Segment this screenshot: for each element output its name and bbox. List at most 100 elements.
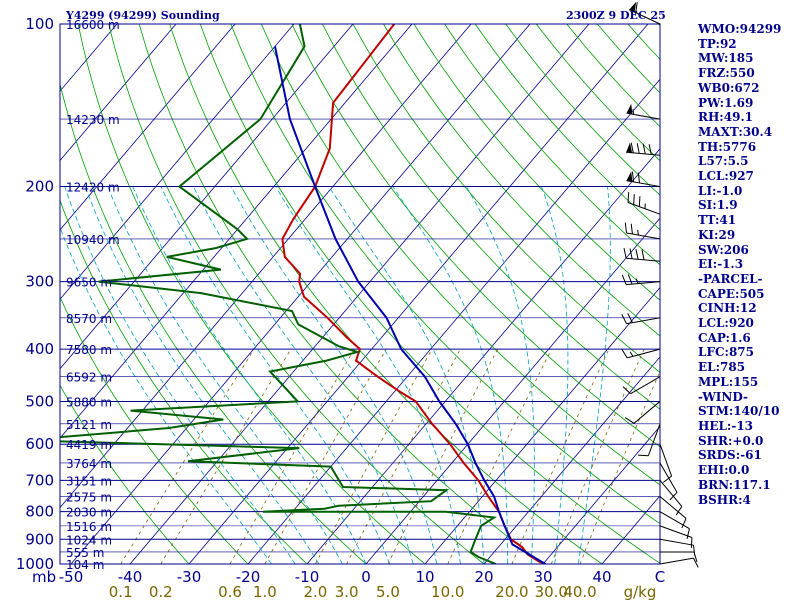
wind-barb-feather [635, 248, 639, 260]
mixing-ratio-tick-label: 20.0 [495, 583, 528, 600]
wind-barb [624, 222, 661, 240]
index-line: CAP:1.6 [698, 330, 751, 345]
wind-barb-feather [627, 192, 630, 203]
wind-barb [659, 511, 690, 539]
height-label: 2575 m [66, 491, 112, 505]
temperature-tick-label: 20 [474, 568, 493, 586]
mixing-ratio-line [511, 348, 610, 564]
mixing-ratio-tick-label: 2.0 [303, 583, 327, 600]
height-label: 3764 m [66, 457, 112, 471]
chart-timestamp: 2300Z 9 DEC 25 [566, 9, 666, 22]
wind-barb-feather [636, 143, 640, 154]
index-line: TH:5776 [698, 139, 757, 154]
height-label: 12420 m [66, 181, 120, 195]
moist-adiabat [328, 186, 485, 564]
moist-adiabat [465, 186, 535, 564]
wind-barb-feather [630, 223, 633, 235]
wind-barb-feather [630, 142, 634, 154]
wind-barb-staff [627, 202, 661, 215]
wind-barb-staff [659, 525, 693, 538]
height-label: 1024 m [66, 533, 112, 547]
moist-adiabat [64, 186, 296, 564]
wind-barb-feather [635, 2, 638, 13]
index-line: KI:29 [698, 227, 736, 242]
index-line: LCL:920 [698, 316, 754, 331]
isotherm-line [60, 24, 236, 231]
wind-barb-feather [675, 506, 683, 516]
moist-adiabat [192, 186, 414, 564]
isotherm-line [60, 24, 413, 439]
isotherm-line [306, 148, 660, 564]
wind-barb-half-feather [637, 229, 639, 236]
index-line: FRZ:550 [698, 66, 755, 81]
wind-barb-half-feather [632, 109, 635, 115]
moist-adiabat [230, 186, 438, 564]
mixing-ratio-line [229, 348, 355, 564]
mixing-ratio-tick-label: 1.0 [253, 583, 277, 600]
pressure-tick-label: 900 [25, 530, 54, 548]
wind-barb-staff [659, 511, 690, 530]
wind-barb-feather [693, 551, 698, 563]
height-label: 14230 m [66, 113, 120, 127]
mixing-ratio-unit-label: g/kg [624, 583, 657, 600]
index-line: RH:49.1 [698, 110, 753, 125]
index-line: SHR:+0.0 [698, 433, 764, 448]
index-line: SW:206 [698, 242, 749, 257]
wind-barb [626, 103, 661, 120]
mixing-ratio-line [550, 348, 645, 564]
wind-barb-feather [627, 274, 633, 285]
wind-barb [628, 1, 661, 25]
isotherm-line [60, 24, 295, 300]
height-label: 6592 m [66, 371, 112, 385]
index-line: -WIND- [698, 389, 748, 404]
index-line: WB0:672 [698, 80, 760, 95]
wind-barb-staff [659, 480, 683, 507]
wind-barb-feather [623, 247, 627, 259]
height-label: 5880 m [66, 395, 112, 409]
wind-barb [659, 496, 687, 529]
wind-barb-flag [626, 171, 633, 182]
height-label: 2030 m [66, 506, 112, 520]
height-label: 5121 m [66, 418, 112, 432]
chart-curves [60, 24, 546, 564]
index-line: CINH:12 [698, 301, 757, 316]
index-line: EI:-1.3 [698, 257, 744, 272]
wind-barb-flag [626, 142, 633, 153]
wind-barb-feather [629, 248, 633, 259]
isotherm-line [424, 286, 660, 564]
height-label: 16600 m [66, 18, 120, 32]
index-line: MW:185 [698, 51, 754, 66]
wind-barb-staff [626, 151, 661, 156]
isotherm-line [70, 24, 531, 564]
wind-barb-staff [626, 180, 661, 188]
wind-barb-feather [690, 537, 693, 548]
index-line: PW:1.69 [698, 95, 754, 110]
index-line: BSHR:4 [698, 492, 751, 507]
temperature-tick-label: 10 [415, 568, 434, 586]
index-line: -PARCEL- [698, 271, 763, 286]
wind-barb-feather [621, 274, 627, 285]
wind-barb [622, 376, 661, 395]
pressure-tick-label: 500 [25, 392, 54, 410]
height-label: 1516 m [66, 520, 112, 534]
temperature-tick-label: -20 [236, 568, 261, 586]
wind-barb-staff [659, 496, 687, 519]
wind-barb-staff [659, 557, 694, 565]
wind-barb-feather [621, 348, 628, 359]
stability-indices: WMO:94299 TP:92 MW:185 FRZ:550 WB0:672 PW:1.6… [698, 22, 781, 507]
pressure-tick-label: 800 [25, 503, 54, 521]
index-line: CAPE:505 [698, 286, 765, 301]
index-line: STM:140/10 [698, 404, 780, 419]
wind-barb-flag [626, 103, 633, 115]
index-line: LFC:875 [698, 345, 754, 360]
height-label: 7580 m [66, 343, 112, 357]
wind-barb [627, 192, 661, 215]
moist-adiabat [541, 186, 569, 564]
wind-barb-half-feather [635, 278, 639, 284]
pressure-unit-label: mb [32, 568, 56, 586]
index-line: TP:92 [698, 36, 737, 51]
mixing-ratio-tick-label: 0.6 [218, 583, 242, 600]
wind-barb-feather [686, 528, 690, 539]
temperature-tick-label: -10 [295, 568, 320, 586]
